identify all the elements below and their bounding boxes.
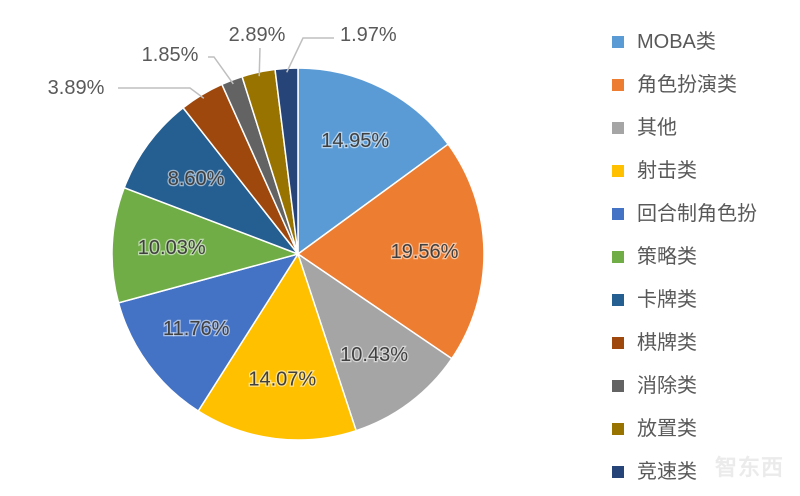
pie-slice [111, 186, 299, 304]
data-label: 1.97% [340, 24, 397, 46]
data-label: 3.89% [48, 77, 105, 99]
legend-item: 回合制角色扮 [612, 192, 757, 235]
legend-item: 棋牌类 [612, 321, 757, 364]
legend-swatch [612, 207, 624, 220]
legend-label: 竞速类 [637, 460, 697, 483]
legend-swatch [612, 164, 624, 177]
leader-line [118, 87, 205, 99]
leader-line [286, 37, 334, 73]
legend-swatch [612, 78, 624, 91]
data-label: 14.07% [248, 369, 316, 391]
pie-slice [297, 143, 485, 360]
leader-lines [118, 37, 334, 99]
legend-label: 卡牌类 [637, 288, 697, 311]
legend-label: 棋牌类 [637, 331, 697, 354]
data-label: 1.85% [142, 44, 199, 66]
pie-slice [274, 67, 299, 255]
legend-item: 策略类 [612, 235, 757, 278]
legend-label: 角色扮演类 [637, 73, 737, 96]
legend-label: 其他 [637, 116, 677, 139]
legend-swatch [612, 379, 624, 392]
legend-item: 放置类 [612, 407, 757, 450]
data-label: 11.76% [163, 318, 230, 340]
legend-swatch [612, 250, 624, 263]
legend-item: 消除类 [612, 364, 757, 407]
legend-swatch [612, 293, 624, 306]
pie-slice [297, 67, 449, 255]
legend-item: 卡牌类 [612, 278, 757, 321]
legend-label: 射击类 [637, 159, 697, 182]
legend-swatch [612, 121, 624, 134]
legend-swatch [612, 465, 624, 478]
legend-item: 射击类 [612, 149, 757, 192]
legend-item: 其他 [612, 106, 757, 149]
data-label: 19.56% [391, 241, 459, 263]
legend-item: 竞速类 [612, 450, 757, 493]
data-label: 2.89% [229, 24, 286, 46]
data-label: 8.60% [168, 168, 225, 190]
legend-item: MOBA类 [612, 20, 757, 63]
watermark-logo: 智东西 [714, 455, 784, 480]
legend: MOBA类角色扮演类其他射击类回合制角色扮 策略类卡牌类棋牌类消除类放置类竞速类 [612, 20, 757, 493]
legend-label: 策略类 [637, 245, 697, 268]
legend-label: 放置类 [637, 417, 697, 440]
pie-slice [297, 253, 453, 432]
leader-line [208, 56, 234, 85]
data-label: 14.95% [321, 130, 389, 152]
pie-slices [111, 67, 485, 441]
legend-swatch [612, 336, 624, 349]
legend-swatch [612, 35, 624, 48]
legend-label: MOBA类 [637, 30, 716, 53]
legend-item: 角色扮演类 [612, 63, 757, 106]
legend-swatch [612, 422, 624, 435]
pie-slice [117, 253, 299, 412]
data-labels: 14.95% 19.56% 10.43% 14.07% 11.76% 10.03% 8.60… [48, 24, 460, 392]
legend-label: 消除类 [637, 374, 697, 397]
data-label: 10.43% [340, 344, 408, 366]
leader-line [258, 47, 261, 77]
data-label: 10.03% [138, 237, 206, 259]
pie-slice [197, 253, 357, 441]
pie-slice [123, 107, 299, 255]
legend-label: 回合制角色扮 [637, 202, 757, 225]
